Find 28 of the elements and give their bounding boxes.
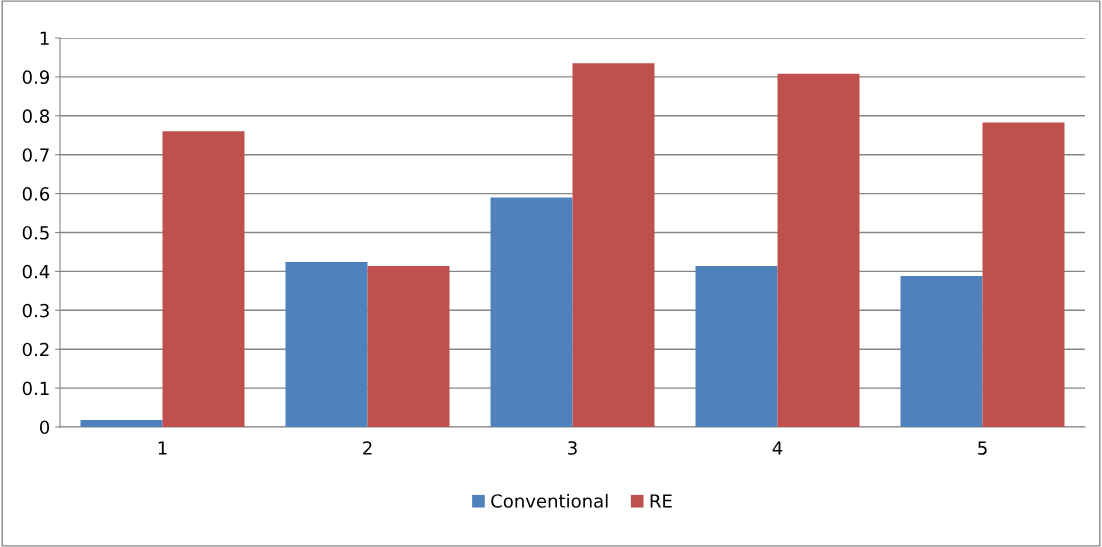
y-tick-label: 0.9: [22, 70, 50, 85]
bar: [285, 262, 368, 427]
y-tick-label: 0.8: [22, 109, 50, 123]
bar: [572, 63, 655, 427]
y-tick-label: 0.7: [22, 148, 49, 162]
x-tick-label: 4: [772, 441, 783, 455]
legend-label: Conventional: [491, 493, 608, 508]
bar: [490, 197, 573, 427]
x-tick-label: 3: [568, 441, 577, 455]
legend-label: RE: [650, 494, 672, 508]
bar: [695, 265, 778, 427]
x-tick-label: 5: [978, 441, 987, 455]
bar: [80, 420, 163, 427]
x-tick-label: 2: [363, 441, 372, 455]
bar: [982, 122, 1065, 427]
y-tick-label: 0.4: [22, 264, 50, 279]
y-tick-label: 0.1: [22, 381, 49, 396]
y-tick-label: 0.2: [22, 342, 49, 357]
y-tick-label: 0.5: [22, 225, 49, 240]
y-tick-label: 0: [39, 420, 50, 435]
y-tick-label: 1: [40, 31, 49, 45]
bar: [900, 276, 983, 427]
y-tick-label: 0.3: [22, 303, 49, 318]
y-tick-label: 0.6: [22, 187, 50, 201]
bar: [367, 265, 450, 427]
bar: [162, 131, 245, 427]
x-tick-label: 1: [158, 441, 167, 455]
bar: [777, 73, 860, 427]
